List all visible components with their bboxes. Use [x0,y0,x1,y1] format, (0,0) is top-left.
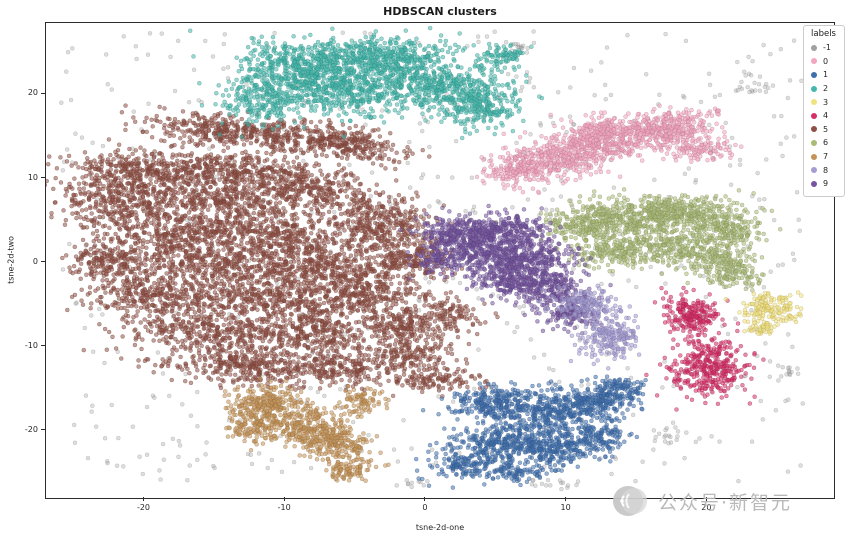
x-tick-mark [424,497,426,501]
x-tick-label: -20 [136,503,151,512]
legend-item: 5 [811,123,836,137]
y-tick-label: 10 [27,172,38,182]
legend-marker-icon [811,153,817,160]
legend-label: 9 [823,179,829,189]
legend-marker-icon [811,167,817,174]
legend-item: -1 [811,41,836,55]
legend-marker-icon [811,112,817,119]
legend-label: 7 [823,152,829,162]
chart-title: HDBSCAN clusters [383,5,497,18]
legend-marker-icon [811,180,817,187]
legend-item: 6 [811,136,836,150]
legend-label: 0 [823,56,829,66]
x-tick-mark [143,497,144,501]
x-tick-label: 20 [701,503,712,512]
legend-title: labels [811,29,836,39]
y-tick-mark [41,345,45,347]
x-axis-label: tsne-2d-one [415,523,465,532]
y-tick-mark [41,177,45,179]
y-tick-mark [41,92,45,94]
y-tick-mark [41,429,45,431]
legend-marker-icon [811,44,817,51]
scatter-canvas [46,23,834,498]
legend-items: -1 0 1 2 3 4 5 6 7 8 9 [811,41,836,191]
watermark-logo-icon [613,486,647,516]
legend: labels -1 0 1 2 3 4 5 6 7 8 9 [803,25,845,197]
legend-marker-icon [811,139,817,146]
legend-marker-icon [811,85,817,92]
legend-item: 9 [811,177,836,191]
legend-item: 1 [811,68,836,82]
legend-marker-icon [811,58,817,65]
legend-label: 5 [823,124,829,134]
legend-label: -1 [823,43,831,53]
legend-label: 2 [823,84,829,94]
y-tick-label: 0 [32,256,38,266]
legend-marker-icon [811,71,817,78]
watermark-text: 公众号·新智元 [658,491,793,514]
x-tick-mark [283,497,285,501]
legend-marker-icon [811,126,817,133]
legend-label: 4 [823,111,829,121]
legend-item: 2 [811,82,836,96]
x-tick-label: 10 [560,503,571,512]
legend-label: 1 [823,70,829,80]
legend-item: 8 [811,163,836,177]
legend-label: 6 [823,138,829,148]
watermark: 公众号·新智元 [612,482,792,520]
legend-item: 7 [811,150,836,164]
legend-item: 0 [811,55,836,69]
legend-marker-icon [811,99,817,106]
legend-item: 4 [811,109,836,123]
x-tick-label: 0 [422,503,428,512]
legend-label: 8 [823,165,829,175]
x-tick-mark [565,497,567,501]
y-tick-label: -20 [24,424,38,434]
x-tick-label: -10 [277,503,291,512]
y-tick-mark [41,261,45,263]
legend-label: 3 [823,97,829,107]
y-tick-label: 20 [27,88,38,98]
x-tick-mark [705,497,707,501]
plot-area [45,22,835,499]
legend-item: 3 [811,95,836,109]
y-tick-label: -10 [24,340,38,350]
